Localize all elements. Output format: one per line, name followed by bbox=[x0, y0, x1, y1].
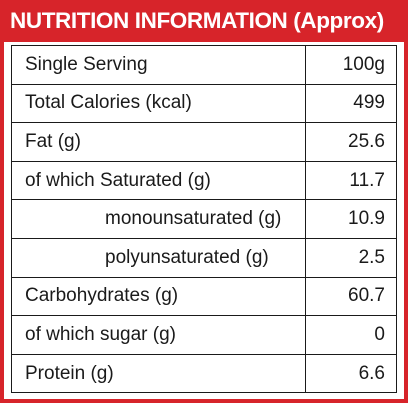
nutrient-label: monounsaturated (g) bbox=[12, 200, 306, 238]
nutrient-value: 0 bbox=[374, 323, 385, 345]
nutrient-label: Single Serving bbox=[12, 46, 306, 84]
nutrient-value: 60.7 bbox=[348, 285, 385, 307]
table-row: Total Calories (kcal) 499 bbox=[12, 84, 396, 124]
nutrient-label: Fat (g) bbox=[12, 123, 306, 161]
nutrient-label: polyunsaturated (g) bbox=[12, 238, 306, 277]
nutrient-value: 100g bbox=[342, 53, 385, 75]
table-row: of which Saturated (g) 11.7 bbox=[12, 161, 396, 201]
nutrition-table: Single Serving 100g Total Calories (kcal… bbox=[11, 45, 397, 394]
nutrient-label: Carbohydrates (g) bbox=[12, 277, 306, 316]
nutrient-value: 10.9 bbox=[348, 208, 385, 230]
table-row: Single Serving 100g bbox=[12, 46, 396, 85]
table-row: monounsaturated (g) 10.9 bbox=[12, 200, 396, 239]
nutrition-table-frame: Single Serving 100g Total Calories (kcal… bbox=[0, 42, 408, 403]
table-row: Protein (g) 6.6 bbox=[12, 354, 396, 394]
nutrient-value: 6.6 bbox=[358, 363, 385, 385]
table-row: Carbohydrates (g) 60.7 bbox=[12, 277, 396, 317]
nutrient-value: 25.6 bbox=[348, 130, 385, 152]
table-row: of which sugar (g) 0 bbox=[12, 316, 396, 355]
nutrient-value: 11.7 bbox=[349, 169, 385, 191]
nutrient-label: Total Calories (kcal) bbox=[12, 84, 306, 123]
nutrient-value: 2.5 bbox=[358, 246, 385, 268]
nutrient-label: Protein (g) bbox=[12, 354, 306, 394]
nutrient-value: 499 bbox=[353, 92, 385, 114]
nutrient-label: of which sugar (g) bbox=[12, 316, 306, 354]
table-row: Fat (g) 25.6 bbox=[12, 123, 396, 162]
table-row: polyunsaturated (g) 2.5 bbox=[12, 238, 396, 278]
nutrition-title: NUTRITION INFORMATION (Approx) bbox=[0, 0, 408, 42]
nutrient-label: of which Saturated (g) bbox=[12, 161, 306, 200]
